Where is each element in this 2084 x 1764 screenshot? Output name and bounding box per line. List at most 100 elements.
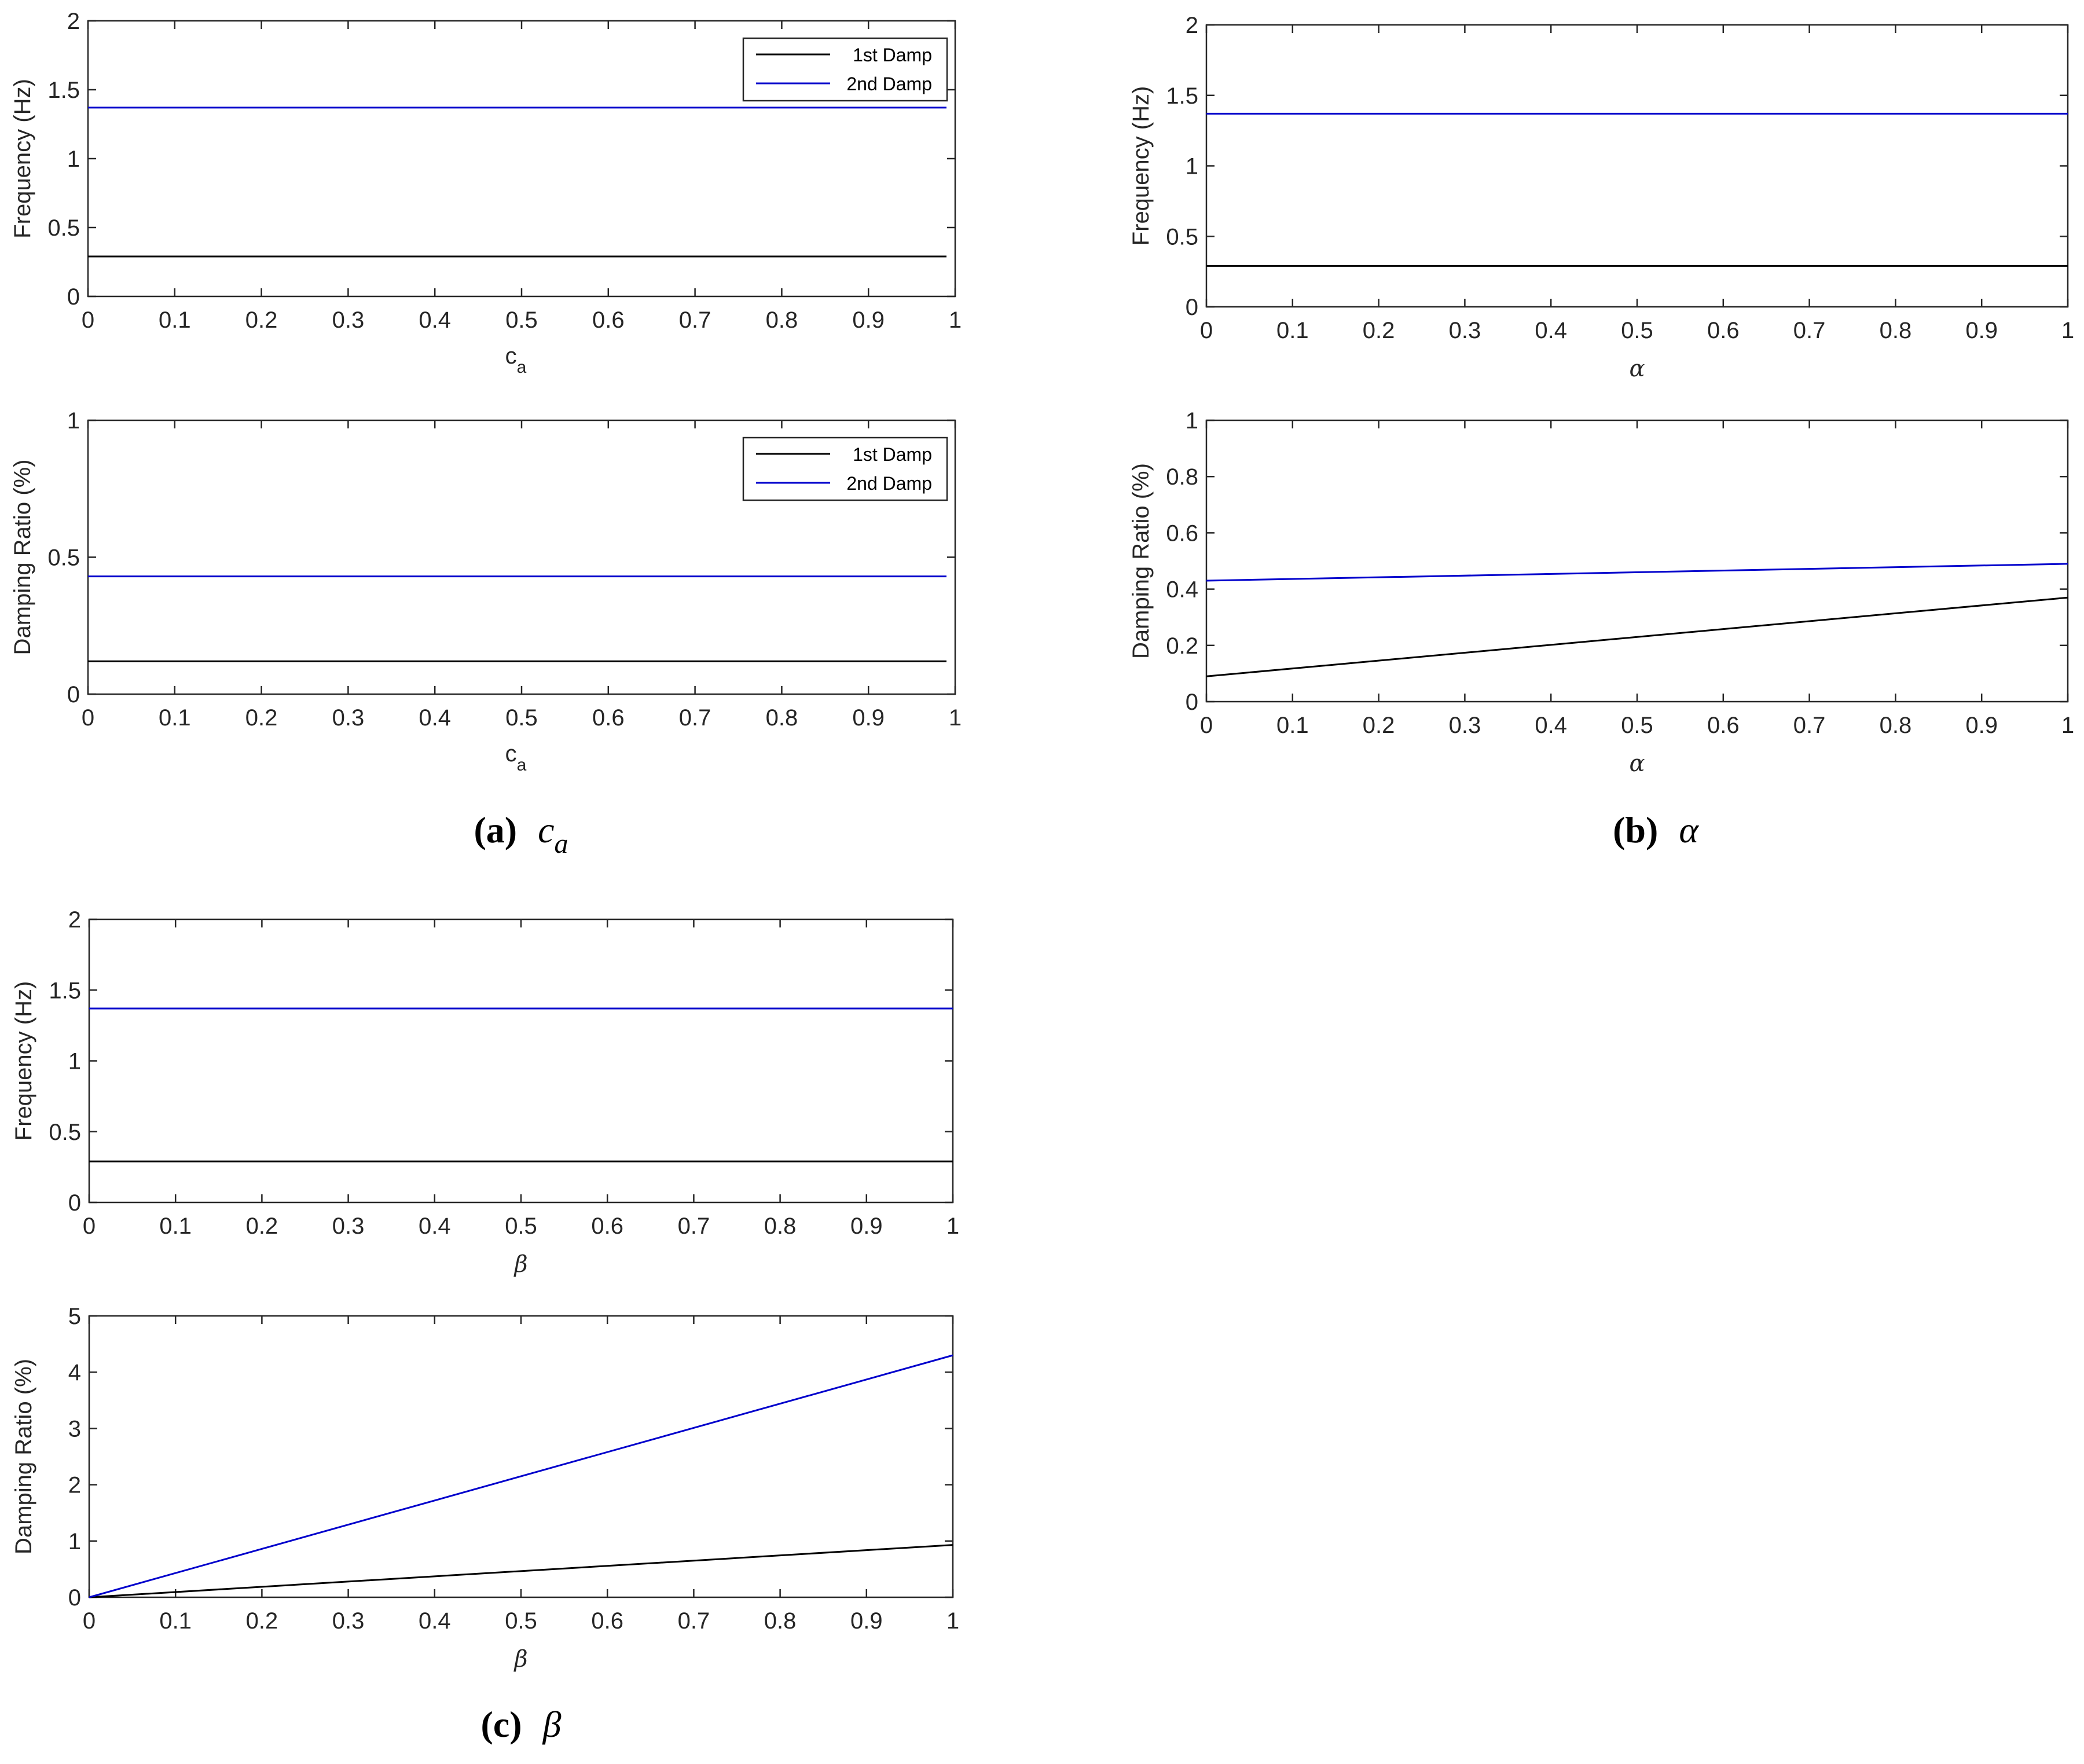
y-tick-label: 1 (67, 146, 80, 172)
x-tick-label: 0.1 (1276, 713, 1309, 738)
x-axis-label: α (1629, 355, 1645, 382)
plot-area (88, 918, 954, 1204)
y-axis-label: Damping Ratio (%) (10, 460, 35, 655)
y-tick-label: 0.6 (1166, 520, 1198, 546)
x-tick-label: 0.6 (591, 1608, 623, 1634)
x-tick-label: 0.2 (246, 1213, 278, 1239)
y-tick-label: 0 (67, 284, 80, 310)
y-tick-label: 2 (68, 907, 81, 933)
x-tick-label: 0.8 (766, 307, 798, 333)
x-tick-label: 0 (83, 1608, 96, 1634)
x-tick-label: 0 (1200, 713, 1213, 738)
y-axis-label: Frequency (Hz) (11, 981, 36, 1141)
x-tick-label: 1 (2061, 318, 2074, 343)
x-tick-label: 0.9 (1965, 713, 1998, 738)
x-tick-label: 0.6 (591, 1213, 623, 1239)
plot-area (1205, 24, 2069, 308)
damping-ratio-chart: 0 0.1 0.2 0.3 0.4 0.5 0.6 0.7 0.8 0.9 1 0 0.5 1 Dampin… (10, 408, 962, 775)
y-tick-label: 2 (1186, 13, 1198, 38)
x-tick-label: 0.9 (850, 1213, 883, 1239)
y-tick-label: 0 (68, 1585, 81, 1611)
x-tick-label: 0.1 (159, 1608, 192, 1634)
x-axis-label: β (513, 1251, 527, 1278)
x-tick-label: 0.3 (332, 307, 365, 333)
y-tick-label: 0.5 (49, 1120, 81, 1145)
x-tick-label: 0.7 (1793, 318, 1826, 343)
x-tick-label: 0.5 (505, 1213, 537, 1239)
legend-entry: 2nd Damp (846, 74, 932, 94)
x-tick-label: 1 (946, 1213, 959, 1239)
x-tick-label: 0.8 (1880, 318, 1912, 343)
legend-box (742, 37, 948, 102)
x-tick-label: 0.8 (1880, 713, 1912, 738)
y-tick-label: 0.5 (47, 545, 80, 571)
panel-a: 0 0.1 0.2 0.3 0.4 0.5 0.6 0.7 0.8 0.9 1 0 0.5 1 1.5 2 Fr… (10, 9, 962, 859)
y-axis-label: Damping Ratio (%) (11, 1359, 36, 1554)
y-tick-label: 1 (1186, 154, 1198, 179)
y-axis-label: Damping Ratio (%) (1128, 463, 1154, 659)
y-tick-label: 5 (68, 1304, 81, 1329)
series-line-1 (89, 1544, 953, 1598)
x-axis-label: ca (505, 741, 527, 775)
x-tick-label: 0.4 (419, 1213, 451, 1239)
x-tick-label: 0.9 (1965, 318, 1998, 343)
x-tick-label: 0.7 (679, 307, 711, 333)
y-tick-label: 1 (68, 1529, 81, 1554)
x-tick-label: 0 (82, 307, 94, 333)
y-tick-label: 2 (68, 1473, 81, 1498)
panel-c: 0 0.1 0.2 0.3 0.4 0.5 0.6 0.7 0.8 0.9 1 0 0.5 1 1.5 2 Fr… (11, 907, 959, 1745)
y-tick-label: 0 (1186, 295, 1198, 320)
x-tick-label: 0.7 (678, 1608, 710, 1634)
x-tick-label: 0.7 (679, 705, 711, 731)
panel-caption: (c) β (481, 1704, 562, 1745)
x-tick-label: 0.6 (592, 307, 625, 333)
x-tick-label: 1 (946, 1608, 959, 1634)
y-tick-label: 0.5 (47, 215, 80, 241)
x-tick-label: 0.4 (419, 705, 451, 731)
series-line-2 (89, 1354, 953, 1598)
y-tick-label: 0 (68, 1190, 81, 1216)
x-tick-label: 0.5 (505, 307, 538, 333)
x-tick-label: 0.4 (1535, 318, 1567, 343)
y-tick-label: 4 (68, 1360, 81, 1385)
y-axis-label: Frequency (Hz) (1128, 86, 1154, 246)
legend-entry: 2nd Damp (846, 473, 932, 494)
panel-caption: (b) α (1613, 809, 1699, 850)
y-tick-label: 1.5 (49, 978, 81, 1003)
x-tick-label: 0.3 (1449, 713, 1481, 738)
x-tick-label: 0.4 (419, 1608, 451, 1634)
x-tick-label: 0.5 (1621, 713, 1653, 738)
y-axis-label: Frequency (Hz) (10, 79, 35, 239)
y-tick-label: 0.8 (1166, 464, 1198, 490)
x-tick-label: 0.2 (246, 1608, 278, 1634)
x-tick-label: 0.9 (852, 705, 885, 731)
x-tick-label: 1 (949, 307, 962, 333)
x-tick-label: 0.6 (592, 705, 625, 731)
panel-caption: (a) ca (474, 809, 568, 859)
x-tick-label: 0.3 (332, 705, 365, 731)
x-tick-label: 0.2 (245, 307, 278, 333)
panel-b: 0 0.1 0.2 0.3 0.4 0.5 0.6 0.7 0.8 0.9 1 0 0.5 1 1.5 2 Fr… (1128, 13, 2074, 850)
frequency-chart: 0 0.1 0.2 0.3 0.4 0.5 0.6 0.7 0.8 0.9 1 0 0.5 1 1.5 2 Fr… (10, 9, 962, 377)
frequency-chart: 0 0.1 0.2 0.3 0.4 0.5 0.6 0.7 0.8 0.9 1 0 0.5 1 1.5 2 Fr… (11, 907, 959, 1278)
damping-ratio-chart: 0 0.1 0.2 0.3 0.4 0.5 0.6 0.7 0.8 0.9 1 0 0.2 0.4 0.6 0… (1128, 408, 2074, 777)
x-axis-label: α (1629, 750, 1645, 777)
plot-area (1205, 419, 2069, 703)
series-line-2 (1206, 563, 2068, 582)
y-tick-label: 1 (1186, 408, 1198, 434)
frequency-chart: 0 0.1 0.2 0.3 0.4 0.5 0.6 0.7 0.8 0.9 1 0 0.5 1 1.5 2 Fr… (1128, 13, 2074, 382)
y-tick-label: 2 (67, 9, 80, 34)
legend-box (742, 437, 948, 501)
x-tick-label: 0.4 (419, 307, 451, 333)
legend-entry: 1st Damp (853, 45, 932, 65)
series-line-1 (1206, 596, 2068, 677)
y-tick-label: 0.5 (1166, 224, 1198, 250)
x-tick-label: 0.5 (505, 1608, 537, 1634)
legend-entry: 1st Damp (853, 444, 932, 465)
x-tick-label: 0.2 (1363, 713, 1395, 738)
y-tick-label: 3 (68, 1416, 81, 1442)
x-tick-label: 0.5 (505, 705, 538, 731)
x-tick-label: 0.8 (764, 1213, 797, 1239)
x-tick-label: 0.6 (1707, 318, 1740, 343)
